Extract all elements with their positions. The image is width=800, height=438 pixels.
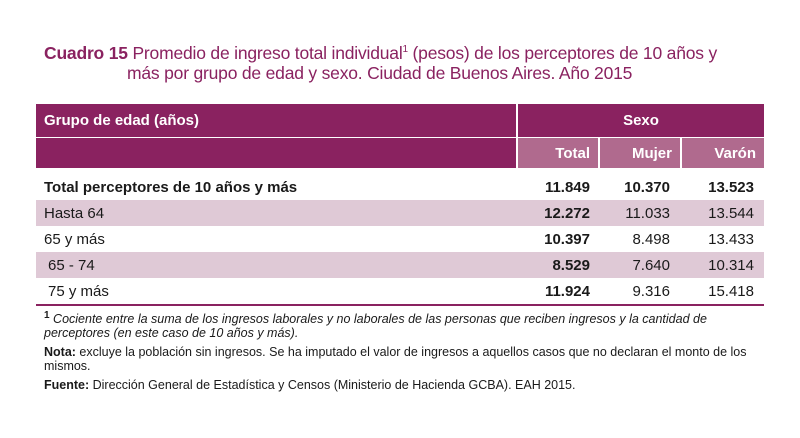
- nota-label: Nota:: [44, 345, 76, 359]
- table-row: 65 - 74 8.529 7.640 10.314: [36, 252, 764, 278]
- table-row: Hasta 64 12.272 11.033 13.544: [36, 200, 764, 226]
- income-table: Grupo de edad (años) Sexo Total Mujer Va…: [36, 104, 764, 306]
- column-varon: Varón: [682, 138, 764, 168]
- title-line2: más por grupo de edad y sexo. Ciudad de …: [127, 63, 633, 83]
- cell-total: 8.529: [552, 256, 590, 274]
- table-row: Total perceptores de 10 años y más 11.84…: [36, 174, 764, 200]
- table-row: 65 y más 10.397 8.498 13.433: [36, 226, 764, 252]
- cell-mujer: 10.370: [624, 178, 670, 196]
- header-row-2: Total Mujer Varón: [36, 138, 764, 168]
- title-line1: Promedio de ingreso total individual: [132, 43, 403, 63]
- nota-text: excluye la población sin ingresos. Se ha…: [44, 345, 747, 373]
- row-label: 65 y más: [44, 230, 105, 248]
- column-total: Total: [518, 138, 598, 168]
- row-label: Total perceptores de 10 años y más: [44, 178, 298, 196]
- table-row: 75 y más 11.924 9.316 15.418: [36, 278, 764, 304]
- sexo-header: Sexo: [518, 104, 764, 137]
- cell-varon: 13.433: [708, 230, 754, 248]
- header-row-1: Grupo de edad (años) Sexo: [36, 104, 764, 137]
- footnote: 1 Cociente entre la suma de los ingresos…: [44, 309, 764, 340]
- column-mujer: Mujer: [600, 138, 680, 168]
- footnote-text: Cociente entre la suma de los ingresos l…: [44, 312, 707, 340]
- cell-total: 12.272: [544, 204, 590, 222]
- title-label: Cuadro 15: [44, 43, 128, 63]
- fuente-label: Fuente:: [44, 378, 90, 392]
- group-header-cont: [36, 138, 516, 168]
- cell-total: 11.924: [544, 282, 590, 300]
- group-header: Grupo de edad (años): [36, 104, 516, 137]
- cell-varon: 15.418: [708, 282, 754, 300]
- title-line1-rest: (pesos) de los perceptores de 10 años y: [407, 43, 718, 63]
- cell-mujer: 8.498: [632, 230, 670, 248]
- fuente-text: Dirección General de Estadística y Censo…: [89, 378, 576, 392]
- nota: Nota: excluye la población sin ingresos.…: [44, 345, 764, 373]
- table-notes: 1 Cociente entre la suma de los ingresos…: [44, 309, 764, 397]
- table-title: Cuadro 15 Promedio de ingreso total indi…: [44, 43, 774, 83]
- cell-varon: 13.544: [708, 204, 754, 222]
- row-label: Hasta 64: [44, 204, 105, 222]
- fuente: Fuente: Dirección General de Estadística…: [44, 378, 764, 392]
- cell-mujer: 11.033: [625, 204, 670, 222]
- row-label: 65 - 74: [48, 256, 95, 274]
- row-label: 75 y más: [48, 282, 109, 300]
- cell-mujer: 7.640: [632, 256, 670, 274]
- table-bottom-rule: [36, 304, 764, 306]
- footnote-mark: 1: [44, 309, 50, 321]
- cell-total: 10.397: [544, 230, 590, 248]
- cell-mujer: 9.316: [632, 282, 670, 300]
- cell-varon: 10.314: [708, 256, 754, 274]
- cell-varon: 13.523: [708, 178, 754, 196]
- cell-total: 11.849: [544, 178, 590, 196]
- title-superscript: 1: [402, 44, 409, 56]
